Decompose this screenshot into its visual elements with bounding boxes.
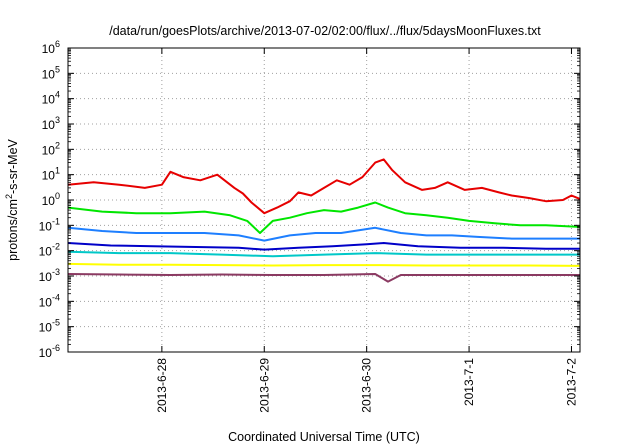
series-line-4 xyxy=(68,242,580,251)
series-line-7 xyxy=(68,273,580,283)
x-tick-label: 2013-6-28 xyxy=(155,358,169,413)
series-line-3 xyxy=(68,226,580,242)
y-tick-labels: 10-6 10-5 10-4 10-3 10-2 10-1 100 101 102 103 104 1… xyxy=(39,39,60,360)
y-tick-label: 10-1 xyxy=(39,216,60,233)
y-tick-label: 10-4 xyxy=(39,292,60,309)
y-tick-label: 106 xyxy=(42,39,60,56)
series-line-5 xyxy=(68,250,580,258)
y-tick-label: 103 xyxy=(42,115,60,132)
y-axis-label-sup: 2 xyxy=(4,194,14,199)
y-tick-label: 100 xyxy=(42,191,60,208)
y-tick-label: 10-5 xyxy=(39,318,60,335)
x-axis-label: Coordinated Universal Time (UTC) xyxy=(228,430,420,444)
x-tick-labels: 2013-6-28 2013-6-29 2013-6-30 2013-7-1 2013-… xyxy=(155,358,579,413)
series-line-2 xyxy=(68,201,580,234)
y-tick-label: 101 xyxy=(42,166,60,183)
x-tick-label: 2013-6-30 xyxy=(360,358,374,413)
series-layer xyxy=(68,158,580,283)
series-line-1 xyxy=(68,158,580,215)
x-tick-label: 2013-7-1 xyxy=(462,358,476,406)
y-tick-label: 10-6 xyxy=(39,343,60,360)
grid xyxy=(68,48,580,352)
y-axis-label-base: protons/cm xyxy=(6,199,20,261)
chart-title: /data/run/goesPlots/archive/2013-07-02/0… xyxy=(109,24,541,38)
y-axis-label-rest: -s-sr-MeV xyxy=(6,138,20,194)
x-tick-label: 2013-6-29 xyxy=(257,358,271,413)
series-line-6 xyxy=(68,262,580,267)
y-axis-label: protons/cm2-s-sr-MeV xyxy=(4,138,20,260)
y-tick-label: 10-3 xyxy=(39,267,60,284)
y-tick-label: 10-2 xyxy=(39,242,60,259)
y-tick-label: 104 xyxy=(42,90,60,107)
y-tick-label: 102 xyxy=(42,140,60,157)
y-tick-label: 105 xyxy=(42,64,60,81)
x-tick-label: 2013-7-2 xyxy=(564,358,578,406)
frame-ticks xyxy=(68,47,580,353)
